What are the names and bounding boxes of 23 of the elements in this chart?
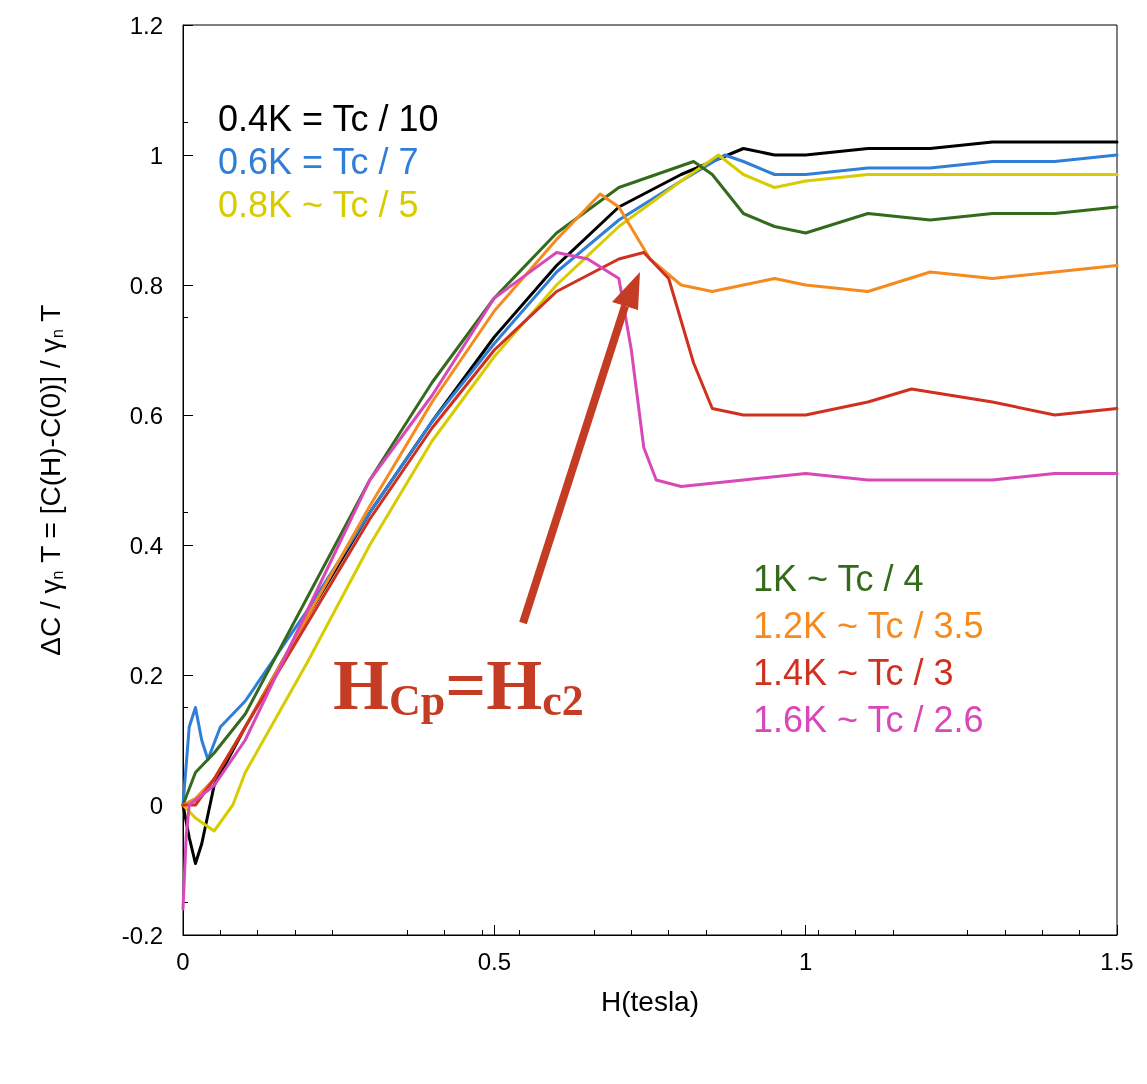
y-tick-label: 0	[149, 791, 163, 819]
x-tick-label: 1	[798, 947, 813, 975]
y-tick-label: -0.2	[121, 921, 163, 949]
x-tick-label: 1.5	[1100, 947, 1134, 975]
text: 1.2K ~ Tc / 3.5	[753, 604, 984, 646]
y-tick-label: 1	[149, 141, 163, 169]
y-tick-label: 0.6	[129, 401, 163, 429]
y-axis-title: ΔC / γn T = [C(H)-C(0)] / γn T	[34, 304, 66, 656]
y-tick-label: 1.2	[129, 11, 163, 39]
x-axis-title: H(tesla)	[600, 985, 700, 1017]
text: 1K ~ Tc / 4	[753, 557, 924, 599]
x-tick-label: 0	[176, 947, 190, 975]
text: 0.4K = Tc / 10	[218, 97, 439, 139]
y-tick-label: 0.8	[129, 271, 163, 299]
text: 1.6K ~ Tc / 2.6	[753, 698, 984, 740]
text: 1.4K ~ Tc / 3	[753, 651, 954, 693]
y-tick-label: 0.2	[129, 661, 163, 689]
y-tick-label: 0.4	[129, 531, 163, 559]
text: 0.8K ~ Tc / 5	[218, 183, 419, 225]
x-tick-label: 0.5	[477, 947, 512, 975]
text: 0.6K = Tc / 7	[218, 140, 419, 182]
line-series	[181, 251, 1119, 911]
annotation: HCp=Hc2	[333, 645, 584, 725]
